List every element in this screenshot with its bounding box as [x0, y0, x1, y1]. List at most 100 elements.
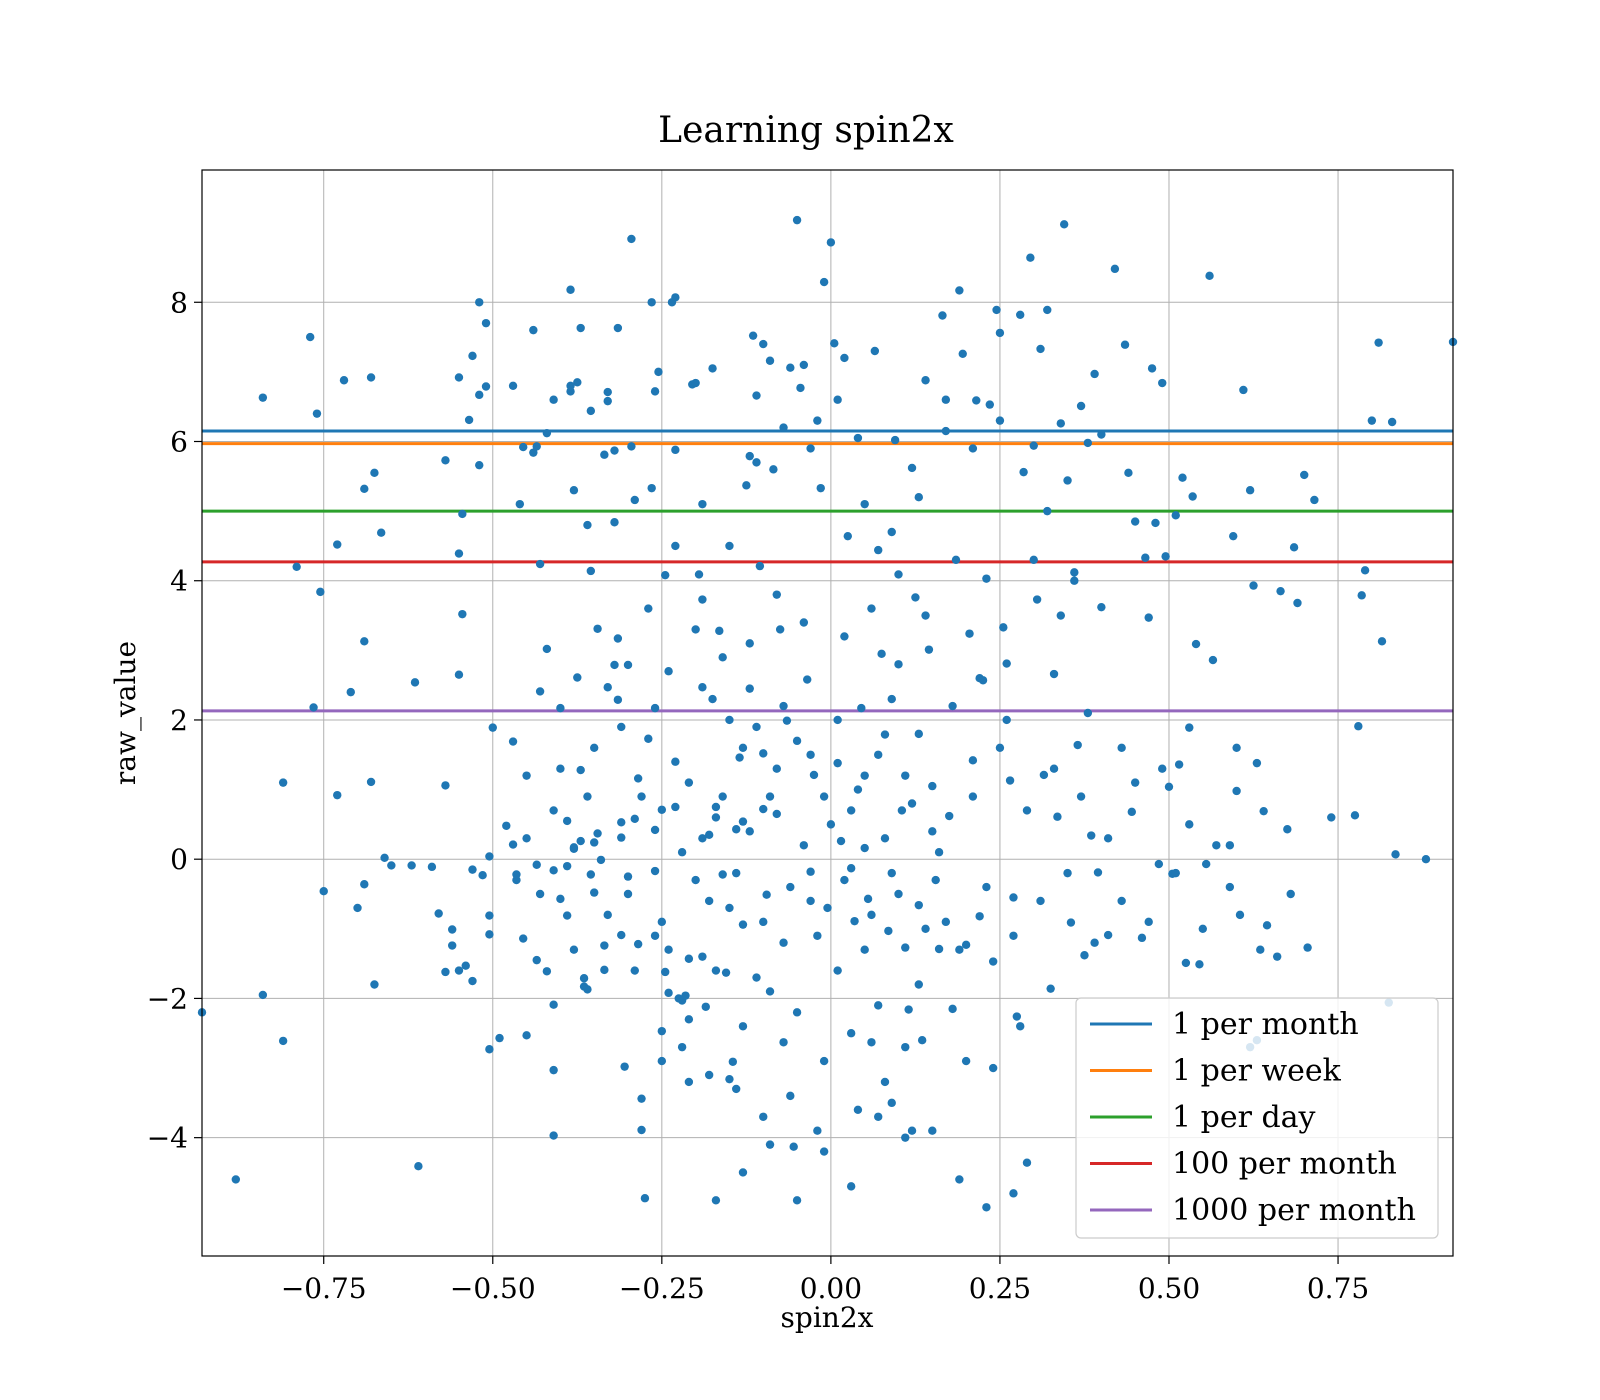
x-tick-label: 0.25 — [969, 1272, 1031, 1305]
data-point — [613, 634, 623, 643]
data-point — [366, 373, 376, 382]
data-point — [1181, 958, 1191, 968]
data-point — [732, 868, 741, 878]
y-tick-label: 6 — [170, 426, 188, 459]
data-point — [427, 862, 437, 872]
data-point — [488, 723, 497, 732]
data-point — [1174, 760, 1184, 769]
data-point — [853, 1105, 863, 1115]
data-point — [907, 463, 917, 473]
data-point — [1036, 896, 1045, 906]
data-point — [569, 945, 579, 954]
data-point — [779, 938, 788, 947]
data-point — [759, 339, 768, 349]
data-point — [1043, 305, 1052, 315]
data-point — [630, 966, 639, 975]
data-point — [1046, 984, 1055, 993]
data-point — [752, 722, 761, 732]
data-point — [529, 325, 538, 335]
data-point — [637, 1125, 646, 1135]
data-point — [485, 1045, 494, 1054]
data-point — [867, 604, 876, 613]
data-point — [735, 753, 744, 762]
data-point — [1232, 743, 1241, 753]
data-point — [562, 816, 572, 826]
data-point — [583, 985, 592, 994]
data-point — [708, 694, 717, 704]
data-point — [982, 574, 991, 583]
data-point — [982, 882, 991, 892]
data-point — [1198, 924, 1208, 934]
data-point — [1158, 764, 1167, 773]
data-point — [968, 756, 978, 765]
data-point — [955, 286, 964, 295]
data-point — [1367, 416, 1377, 425]
data-point — [694, 570, 704, 579]
data-point — [312, 409, 322, 418]
data-point — [617, 833, 626, 842]
data-point — [576, 323, 585, 333]
data-point — [1137, 933, 1147, 943]
data-point — [1262, 921, 1272, 930]
data-point — [988, 1063, 998, 1073]
data-point — [1259, 806, 1268, 816]
data-point — [759, 1112, 768, 1121]
data-point — [387, 861, 396, 870]
data-point — [617, 818, 626, 827]
data-point — [921, 611, 930, 620]
data-point — [593, 829, 602, 838]
y-tick-label: 0 — [170, 843, 188, 876]
data-point — [752, 391, 761, 400]
data-point — [779, 701, 788, 711]
data-point — [968, 444, 978, 453]
data-point — [1083, 708, 1093, 718]
data-point — [1387, 417, 1397, 427]
data-point — [1185, 820, 1194, 829]
data-point — [1171, 511, 1180, 520]
data-point — [529, 448, 538, 457]
data-point — [813, 1126, 822, 1135]
data-point — [441, 456, 450, 465]
x-tick-label: 0.00 — [800, 1272, 862, 1305]
data-point — [1043, 506, 1052, 516]
data-point — [894, 889, 903, 899]
data-point — [826, 820, 836, 829]
data-point — [1249, 581, 1258, 590]
data-point — [914, 980, 923, 989]
data-point — [590, 888, 599, 897]
data-point — [721, 968, 731, 977]
data-point — [870, 346, 880, 356]
data-point — [549, 395, 558, 404]
data-point — [309, 703, 318, 712]
y-ticks: −4 −2 0 2 4 6 8 — [147, 286, 202, 1155]
data-point — [1195, 960, 1204, 969]
data-point — [1357, 591, 1366, 600]
data-point — [833, 966, 842, 975]
data-point — [1056, 419, 1065, 428]
data-point — [887, 1098, 896, 1108]
data-point — [1076, 792, 1086, 801]
data-point — [485, 930, 494, 939]
data-point — [542, 644, 552, 654]
data-point — [684, 778, 694, 787]
data-point — [745, 451, 754, 461]
data-point — [519, 442, 528, 452]
data-point — [725, 541, 734, 551]
data-point — [816, 483, 825, 493]
data-point — [684, 1015, 694, 1024]
data-point — [704, 1070, 714, 1080]
data-point — [633, 774, 643, 783]
data-point — [1191, 639, 1201, 649]
data-point — [846, 806, 856, 815]
data-point — [1188, 492, 1197, 501]
data-point — [755, 561, 765, 571]
data-point — [1016, 1022, 1025, 1031]
data-point — [995, 743, 1005, 753]
data-point — [590, 743, 599, 753]
data-point — [671, 802, 680, 812]
data-point — [1185, 723, 1194, 732]
data-point — [698, 595, 707, 604]
data-point — [1144, 613, 1153, 622]
data-point — [549, 866, 558, 875]
data-point — [576, 765, 585, 775]
